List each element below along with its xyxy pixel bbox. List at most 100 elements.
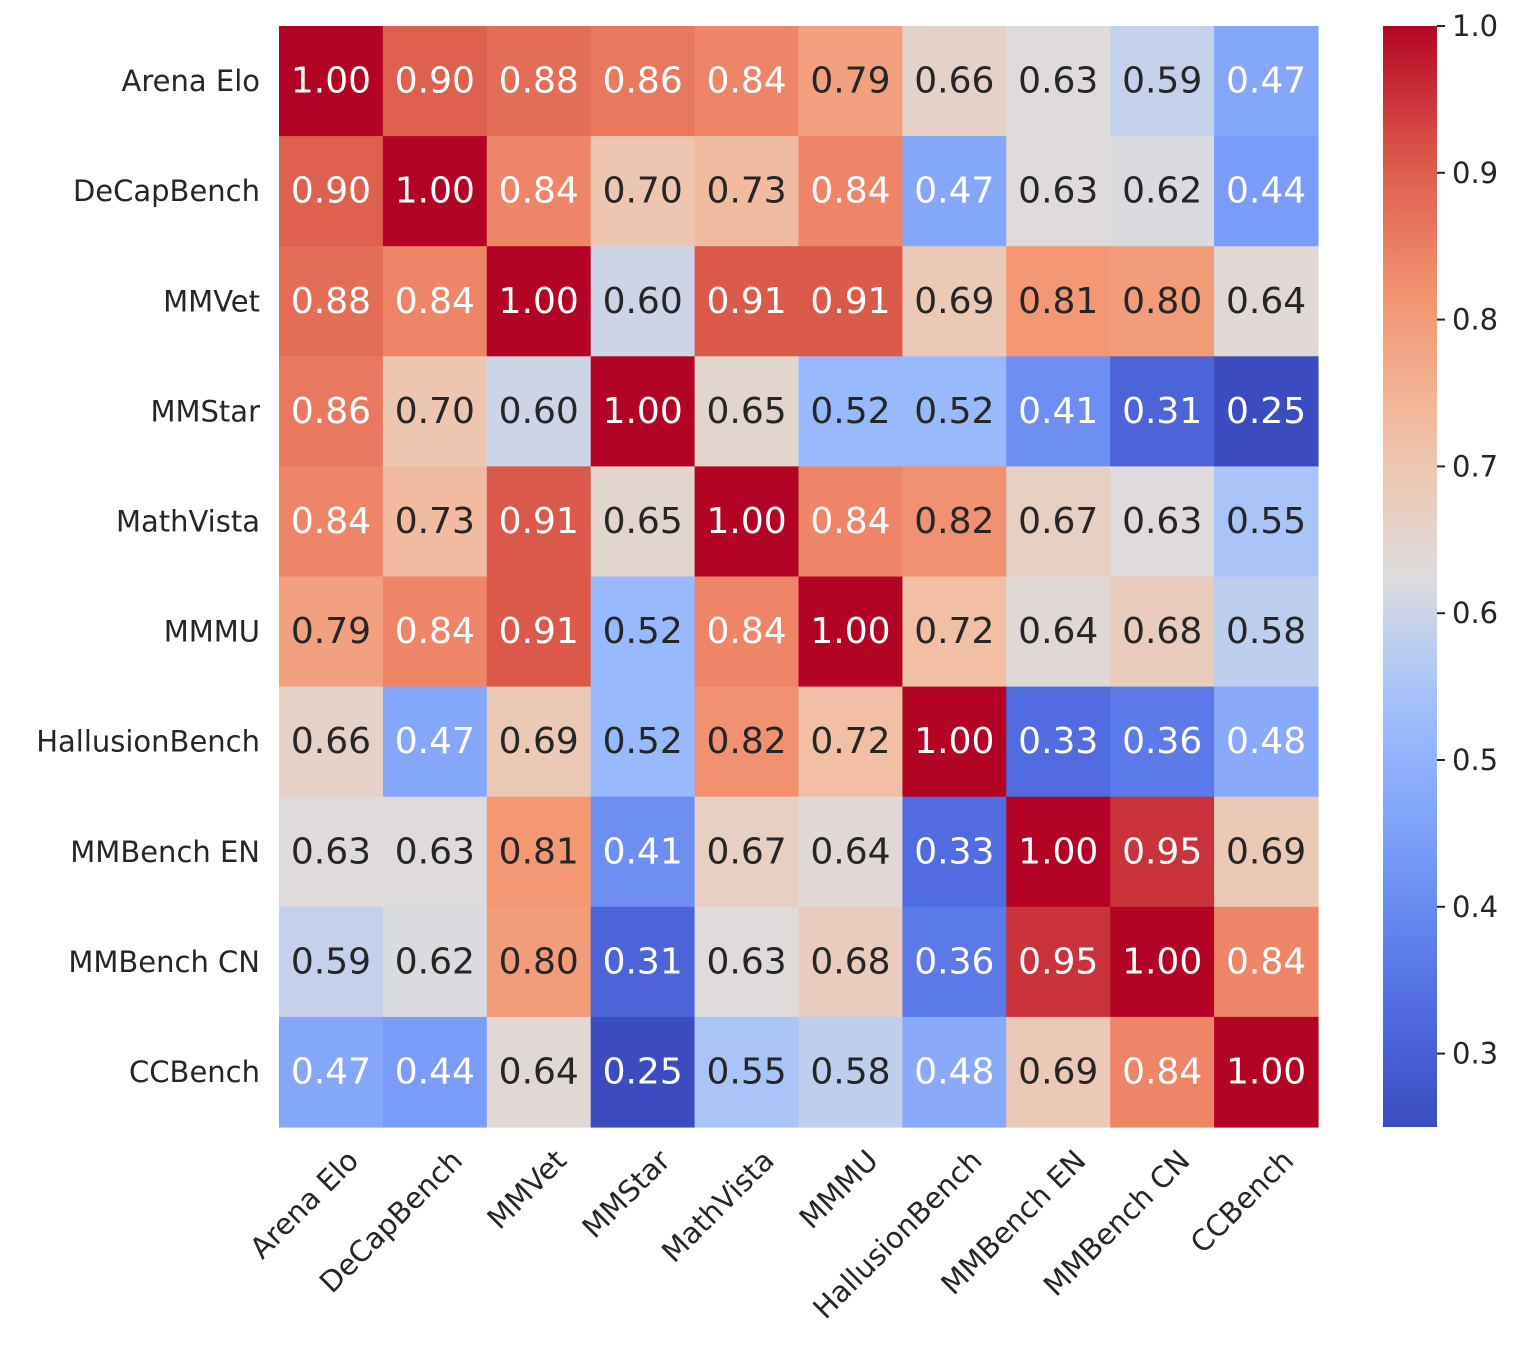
heatmap-cell-mmbench-cn-hallusionbench — [902, 906, 1007, 1018]
colorbar-gradient — [1383, 26, 1437, 1127]
heatmap-cell-decapbench-ccbench — [1214, 136, 1319, 247]
heatmap-cell-mmbench-en-decapbench — [382, 796, 488, 908]
cell-value-label: 0.95 — [1122, 831, 1202, 872]
heatmap-cell-decapbench-mmmu — [798, 136, 903, 247]
cell-value-label: 0.84 — [395, 611, 475, 652]
heatmap-cell-mmvet-mathvista — [694, 246, 800, 357]
cell-value-label: 0.88 — [499, 61, 579, 102]
y-tick-label-mathvista: MathVista — [116, 504, 260, 538]
cell-value-label: 0.91 — [499, 611, 579, 652]
heatmap-cell-mmvet-mmbench-en — [1006, 246, 1111, 357]
heatmap-cell-mathvista-hallusionbench — [902, 466, 1007, 578]
colorbar-tick-label: 1.0 — [1452, 9, 1498, 43]
cell-value-label: 0.66 — [914, 61, 994, 102]
cell-value-label: 0.66 — [291, 721, 371, 762]
cell-value-label: 1.00 — [395, 171, 475, 212]
heatmap-cell-mathvista-arena-elo — [279, 466, 384, 578]
heatmap-cell-mmmu-decapbench — [382, 576, 488, 688]
y-tick-label-decapbench: DeCapBench — [73, 174, 260, 208]
cell-value-label: 0.65 — [603, 501, 683, 542]
cell-value-label: 0.91 — [706, 281, 786, 322]
cell-value-label: 0.63 — [1018, 171, 1098, 212]
colorbar-tick-label: 0.5 — [1452, 743, 1498, 777]
heatmap-cell-mathvista-decapbench — [382, 466, 488, 578]
colorbar: 0.3 0.4 0.5 0.6 0.7 0.8 0.9 1.0 — [1383, 9, 1498, 1127]
heatmap-cell-ccbench-mmmu — [798, 1016, 903, 1128]
heatmap-cell-arena-elo-mmstar — [590, 26, 696, 137]
heatmap-cell-mmstar-mmvet — [486, 356, 592, 467]
cell-value-label: 0.80 — [499, 941, 579, 982]
cell-value-label: 0.63 — [706, 941, 786, 982]
cell-value-label: 0.58 — [810, 1051, 890, 1092]
y-tick-label-hallusionbench: HallusionBench — [36, 725, 260, 759]
heatmap-cell-mmbench-en-arena-elo — [279, 796, 384, 908]
y-tick-label-mmstar: MMStar — [150, 394, 260, 428]
heatmap-cell-decapbench-hallusionbench — [902, 136, 1007, 247]
cell-value-label: 0.84 — [810, 501, 890, 542]
heatmap-cell-decapbench-mmstar — [590, 136, 696, 247]
heatmap-cell-decapbench-mathvista — [694, 136, 800, 247]
cell-value-label: 0.52 — [603, 611, 683, 652]
x-tick-label-mmstar: MMStar — [575, 1143, 677, 1245]
cell-value-label: 0.84 — [499, 171, 579, 212]
heatmap-cell-arena-elo-mmvet — [486, 26, 592, 137]
heatmap-cell-decapbench-mmbench-en — [1006, 136, 1111, 247]
cell-value-label: 0.72 — [810, 721, 890, 762]
heatmap-cell-arena-elo-hallusionbench — [902, 26, 1007, 137]
cell-value-label: 0.82 — [914, 501, 994, 542]
x-tick-label-ccbench: CCBench — [1184, 1143, 1301, 1260]
heatmap-cell-mmstar-mmmu — [798, 356, 903, 467]
heatmap-cell-mathvista-mmbench-en — [1006, 466, 1111, 578]
y-tick-label-mmmu: MMMU — [164, 615, 260, 649]
cell-value-label: 1.00 — [810, 611, 890, 652]
heatmap-cell-mmbench-cn-mmmu — [798, 906, 903, 1018]
cell-value-label: 0.64 — [1226, 281, 1306, 322]
cell-value-label: 0.69 — [1018, 1051, 1098, 1092]
heatmap-cells — [279, 26, 1319, 1128]
cell-value-label: 0.59 — [291, 941, 371, 982]
cell-value-label: 0.69 — [914, 281, 994, 322]
cell-value-label: 1.00 — [291, 61, 371, 102]
cell-value-label: 0.91 — [499, 501, 579, 542]
cell-value-label: 0.52 — [914, 391, 994, 432]
cell-value-label: 0.86 — [603, 61, 683, 102]
cell-value-label: 0.84 — [810, 171, 890, 212]
cell-value-label: 1.00 — [706, 501, 786, 542]
cell-value-label: 0.44 — [1226, 171, 1306, 212]
heatmap-cell-hallusionbench-hallusionbench — [902, 686, 1007, 798]
cell-value-label: 0.84 — [1226, 941, 1306, 982]
heatmap-cell-mmbench-cn-mmstar — [590, 906, 696, 1018]
colorbar-tick-label: 0.6 — [1452, 596, 1498, 630]
cell-value-label: 0.70 — [395, 391, 475, 432]
heatmap-cell-mmmu-mmbench-cn — [1110, 576, 1215, 688]
heatmap-cell-ccbench-mmvet — [486, 1016, 592, 1128]
heatmap-cell-mathvista-ccbench — [1214, 466, 1319, 578]
y-tick-label-mmbench-cn: MMBench CN — [68, 945, 260, 979]
cell-value-label: 0.60 — [499, 391, 579, 432]
cell-value-label: 0.79 — [810, 61, 890, 102]
cell-value-label: 0.90 — [291, 171, 371, 212]
cell-value-label: 0.79 — [291, 611, 371, 652]
cell-value-label: 0.33 — [914, 831, 994, 872]
y-axis-tick-labels: Arena Elo DeCapBench MMVet MMStar MathVista M… — [36, 64, 260, 1089]
cell-value-label: 0.68 — [810, 941, 890, 982]
heatmap-cell-mathvista-mmbench-cn — [1110, 466, 1215, 578]
cell-value-label: 0.60 — [603, 281, 683, 322]
heatmap-cell-ccbench-mmbench-cn — [1110, 1016, 1215, 1128]
heatmap-cell-arena-elo-ccbench — [1214, 26, 1319, 137]
heatmap-cell-mmbench-cn-ccbench — [1214, 906, 1319, 1018]
heatmap-cell-mmbench-en-mmmu — [798, 796, 903, 908]
cell-value-label: 0.67 — [706, 831, 786, 872]
heatmap-cell-mmstar-decapbench — [382, 356, 488, 467]
heatmap-cell-mmbench-en-mmvet — [486, 796, 592, 908]
cell-value-label: 1.00 — [1122, 941, 1202, 982]
cell-value-label: 0.48 — [1226, 721, 1306, 762]
y-tick-label-mmvet: MMVet — [163, 284, 260, 318]
colorbar-tick-label: 0.3 — [1452, 1037, 1498, 1071]
cell-value-label: 0.64 — [499, 1051, 579, 1092]
heatmap-cell-mmbench-cn-mmbench-cn — [1110, 906, 1215, 1018]
cell-value-label: 0.90 — [395, 61, 475, 102]
heatmap-cell-labels: 1.00 0.90 0.88 0.86 0.84 0.79 0.66 0.63 0.59 0.47… — [291, 61, 1306, 1093]
heatmap-cell-ccbench-mathvista — [694, 1016, 800, 1128]
